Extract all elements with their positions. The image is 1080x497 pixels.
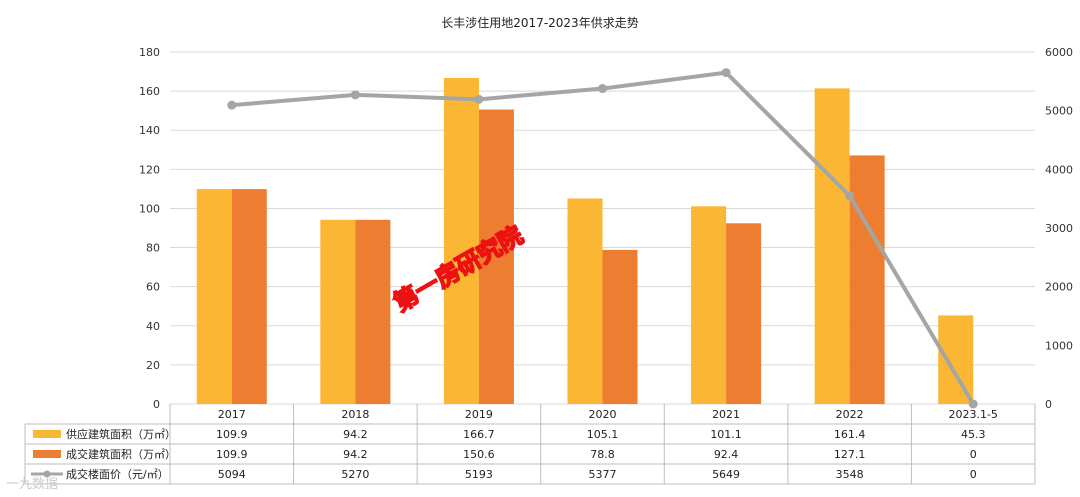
bar-supply bbox=[814, 88, 850, 404]
table-cell: 101.1 bbox=[710, 428, 742, 441]
price-point bbox=[968, 399, 978, 409]
table-cell: 5270 bbox=[341, 468, 369, 481]
legend-swatch bbox=[33, 450, 61, 458]
category-label: 2022 bbox=[836, 408, 864, 421]
right-axis-ticks: 0 1000 2000 3000 4000 5000 6000 bbox=[1045, 46, 1073, 411]
right-tick-label: 3000 bbox=[1045, 222, 1073, 235]
bar-supply bbox=[567, 198, 603, 404]
bar-transaction bbox=[849, 155, 885, 404]
bar-transaction bbox=[726, 223, 762, 404]
legend-label: 成交建筑面积（万㎡） bbox=[66, 447, 176, 461]
legend-swatch bbox=[33, 430, 61, 438]
chart-title: 长丰涉住用地2017-2023年供求走势 bbox=[441, 16, 638, 30]
left-tick-label: 60 bbox=[146, 281, 160, 294]
table-cell: 109.9 bbox=[216, 428, 248, 441]
category-label: 2018 bbox=[341, 408, 369, 421]
left-tick-label: 180 bbox=[139, 46, 160, 59]
data-table: 2017 2018 2019 2020 2021 2022 2023.1-5 供应建筑面积（万… bbox=[24, 404, 1036, 485]
table-cell: 3548 bbox=[836, 468, 864, 481]
price-point bbox=[227, 100, 237, 110]
line-series-group bbox=[227, 68, 978, 409]
price-point bbox=[350, 90, 360, 100]
table-cell: 5193 bbox=[465, 468, 493, 481]
legend-label: 供应建筑面积（万㎡） bbox=[66, 427, 176, 441]
right-tick-label: 1000 bbox=[1045, 339, 1073, 352]
right-tick-label: 5000 bbox=[1045, 105, 1073, 118]
left-tick-label: 0 bbox=[153, 398, 160, 411]
price-point bbox=[721, 68, 731, 78]
legend-swatch-marker bbox=[43, 470, 51, 478]
table-cell: 161.4 bbox=[834, 428, 866, 441]
table-cell: 94.2 bbox=[343, 448, 368, 461]
table-cell: 166.7 bbox=[463, 428, 495, 441]
table-cell: 92.4 bbox=[714, 448, 739, 461]
left-tick-label: 80 bbox=[146, 242, 160, 255]
price-point bbox=[845, 191, 855, 201]
table-cell: 105.1 bbox=[587, 428, 619, 441]
price-point bbox=[474, 94, 484, 104]
left-tick-label: 100 bbox=[139, 202, 160, 215]
bar-transaction bbox=[231, 189, 267, 404]
table-cell: 5649 bbox=[712, 468, 740, 481]
table-cell: 109.9 bbox=[216, 448, 248, 461]
bar-transaction bbox=[478, 109, 514, 404]
table-cell: 0 bbox=[970, 468, 977, 481]
table-cell: 5377 bbox=[589, 468, 617, 481]
left-axis-ticks: 0 20 40 60 80 100 120 140 160 180 bbox=[139, 46, 160, 411]
right-tick-label: 2000 bbox=[1045, 281, 1073, 294]
table-cell: 150.6 bbox=[463, 448, 495, 461]
category-label: 2017 bbox=[218, 408, 246, 421]
bar-supply bbox=[196, 189, 232, 404]
table-cell: 5094 bbox=[218, 468, 246, 481]
table-cell: 94.2 bbox=[343, 428, 368, 441]
right-tick-label: 4000 bbox=[1045, 163, 1073, 176]
left-tick-label: 140 bbox=[139, 124, 160, 137]
right-tick-label: 0 bbox=[1045, 398, 1052, 411]
left-tick-label: 40 bbox=[146, 320, 160, 333]
table-cell: 127.1 bbox=[834, 448, 866, 461]
left-tick-label: 120 bbox=[139, 163, 160, 176]
bar-transaction bbox=[602, 249, 638, 404]
left-tick-label: 20 bbox=[146, 359, 160, 372]
category-label: 2020 bbox=[589, 408, 617, 421]
category-label: 2021 bbox=[712, 408, 740, 421]
table-cell: 45.3 bbox=[961, 428, 986, 441]
bar-series-group bbox=[196, 78, 974, 405]
bar-supply bbox=[938, 315, 974, 404]
bar-supply bbox=[691, 206, 727, 404]
category-label: 2023.1-5 bbox=[948, 408, 997, 421]
category-label: 2019 bbox=[465, 408, 493, 421]
bar-transaction bbox=[355, 219, 391, 404]
price-point bbox=[598, 84, 607, 94]
bar-supply bbox=[320, 219, 356, 404]
table-cell: 78.8 bbox=[590, 448, 615, 461]
left-tick-label: 160 bbox=[139, 85, 160, 98]
table-cell: 0 bbox=[970, 448, 977, 461]
corner-watermark: 一九数据 bbox=[6, 477, 58, 492]
right-tick-label: 6000 bbox=[1045, 46, 1073, 59]
legend-label: 成交楼面价（元/㎡） bbox=[66, 467, 169, 481]
bar-supply bbox=[443, 78, 479, 405]
